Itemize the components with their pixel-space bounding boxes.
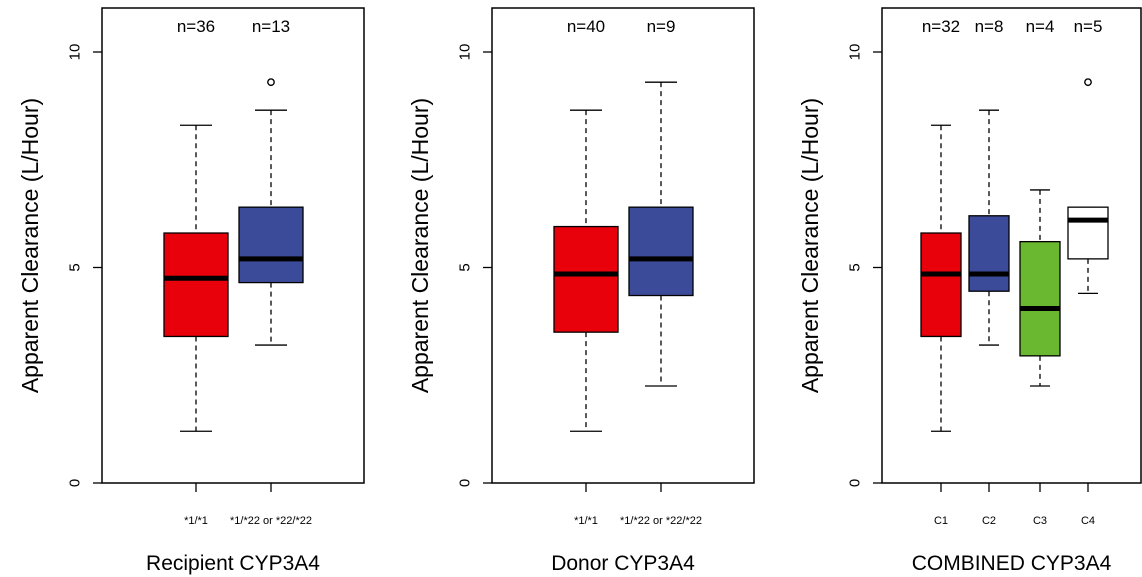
y-axis-label: Apparent Clearance (L/Hour) (17, 98, 43, 393)
box-iqr (920, 232, 962, 338)
box-series-1: *1/*1 n=36 (163, 17, 229, 527)
chart-panel-2: 05101520Apparent Clearance (L/Hour)Donor… (407, 7, 755, 575)
x-axis-label: COMBINED CYP3A4 (912, 552, 1112, 575)
x-tick-label: *1/*1 (184, 515, 208, 527)
x-tick-label: C4 (1081, 515, 1095, 527)
x-tick-label: *1/*1 (574, 515, 598, 527)
box-series-1: *1/*1 n=40 (553, 17, 619, 527)
plot-frame (491, 7, 755, 484)
box-series-2: *1/*22 or *22/*22 n=9 (620, 17, 702, 527)
y-tick-label: 0 (66, 479, 83, 487)
box-iqr (1019, 240, 1061, 357)
x-tick-label: *1/*22 or *22/*22 (620, 515, 702, 527)
chart-panel-3: 05101520Apparent Clearance (L/Hour)COMBI… (797, 7, 1142, 575)
y-tick-label: 5 (66, 263, 83, 271)
count-label: n=9 (647, 17, 676, 36)
y-tick-label: 5 (846, 263, 863, 271)
chart-panel-1: 05101520Apparent Clearance (L/Hour)Recip… (17, 7, 365, 575)
box-iqr (163, 232, 229, 338)
y-tick-label: 10 (66, 44, 83, 61)
box-iqr (238, 206, 304, 284)
outlier-point (267, 78, 275, 87)
count-label: n=13 (252, 17, 290, 36)
box-series-1: C1 n=32 (920, 17, 962, 527)
y-tick-label: 0 (846, 479, 863, 487)
y-tick-label: 5 (456, 263, 473, 271)
y-tick-label: 0 (456, 479, 473, 487)
count-label: n=36 (177, 17, 215, 36)
x-tick-label: *1/*22 or *22/*22 (230, 515, 312, 527)
plot-frame (881, 7, 1142, 484)
y-axis-label: Apparent Clearance (L/Hour) (407, 98, 433, 393)
outlier-point (1084, 78, 1092, 87)
box-iqr (1067, 206, 1109, 260)
box-series-4: C4 n=5 (1067, 17, 1109, 527)
box-iqr (553, 225, 619, 333)
x-axis-label: Recipient CYP3A4 (146, 552, 320, 575)
count-label: n=8 (975, 17, 1004, 36)
plot-frame (101, 7, 365, 484)
box-series-3: C3 n=4 (1019, 17, 1061, 527)
x-axis-label: Donor CYP3A4 (551, 552, 695, 575)
x-tick-label: C2 (982, 515, 996, 527)
count-label: n=5 (1074, 17, 1103, 36)
box-series-2: C2 n=8 (968, 17, 1010, 527)
count-label: n=4 (1026, 17, 1055, 36)
box-series-2: *1/*22 or *22/*22 n=13 (230, 17, 312, 527)
y-tick-label: 10 (456, 44, 473, 61)
x-tick-label: C3 (1033, 515, 1047, 527)
count-label: n=40 (567, 17, 605, 36)
y-tick-label: 10 (846, 44, 863, 61)
y-axis-label: Apparent Clearance (L/Hour) (797, 98, 823, 393)
box-iqr (968, 215, 1010, 292)
box-iqr (628, 206, 694, 297)
x-tick-label: C1 (934, 515, 948, 527)
count-label: n=32 (922, 17, 960, 36)
